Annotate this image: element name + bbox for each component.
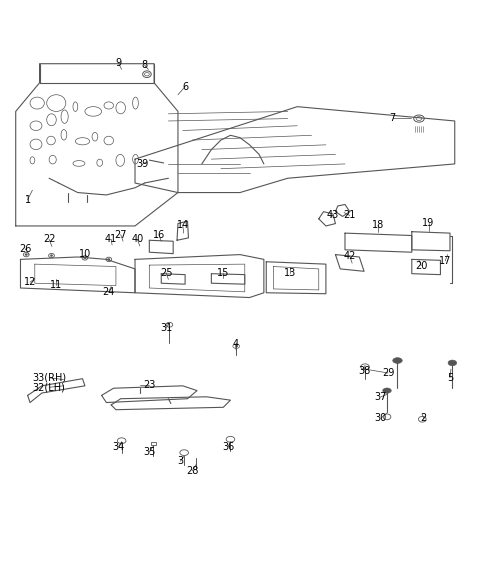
Ellipse shape <box>393 358 402 363</box>
Text: 7: 7 <box>390 113 396 123</box>
Text: 6: 6 <box>182 82 188 92</box>
Text: 15: 15 <box>217 268 229 278</box>
Text: 2: 2 <box>420 414 427 423</box>
Text: 35: 35 <box>143 446 156 457</box>
Text: 21: 21 <box>344 210 356 221</box>
Text: 34: 34 <box>112 442 124 452</box>
Text: 42: 42 <box>344 251 356 261</box>
Text: 40: 40 <box>131 234 144 244</box>
Text: 27: 27 <box>114 230 127 240</box>
Text: 3: 3 <box>177 456 183 466</box>
Text: 1: 1 <box>24 195 31 204</box>
Text: 9: 9 <box>115 58 121 68</box>
Ellipse shape <box>108 259 110 260</box>
Text: 31: 31 <box>160 323 172 332</box>
Ellipse shape <box>448 360 456 366</box>
Text: 39: 39 <box>136 160 148 169</box>
Ellipse shape <box>383 388 391 393</box>
Text: 32(LH): 32(LH) <box>33 382 66 392</box>
Text: 24: 24 <box>103 287 115 297</box>
Text: 11: 11 <box>50 280 62 290</box>
Ellipse shape <box>84 257 86 259</box>
Text: 22: 22 <box>43 234 55 244</box>
Bar <box>151 442 156 445</box>
Text: 5: 5 <box>447 373 453 382</box>
Text: 18: 18 <box>372 220 384 230</box>
Text: 41: 41 <box>105 234 117 244</box>
Text: 17: 17 <box>439 256 451 266</box>
Text: 26: 26 <box>19 244 31 254</box>
Text: 38: 38 <box>358 366 370 376</box>
Text: 33(RH): 33(RH) <box>32 373 66 382</box>
Ellipse shape <box>25 253 27 256</box>
Text: 30: 30 <box>375 414 387 423</box>
Text: 20: 20 <box>415 260 428 271</box>
Text: 25: 25 <box>160 268 172 278</box>
Text: 8: 8 <box>142 60 148 70</box>
Text: 12: 12 <box>24 277 36 287</box>
Text: 4: 4 <box>232 339 238 349</box>
Text: 43: 43 <box>327 210 339 221</box>
Text: 28: 28 <box>186 466 198 476</box>
Text: 10: 10 <box>79 249 91 259</box>
Ellipse shape <box>50 255 53 256</box>
Text: 19: 19 <box>422 218 434 228</box>
Text: 23: 23 <box>143 380 156 390</box>
Text: 37: 37 <box>374 392 387 402</box>
Text: 13: 13 <box>284 268 296 278</box>
Text: 36: 36 <box>222 442 234 452</box>
Text: 16: 16 <box>153 230 165 240</box>
Text: 14: 14 <box>177 220 189 230</box>
Text: 29: 29 <box>382 368 394 378</box>
